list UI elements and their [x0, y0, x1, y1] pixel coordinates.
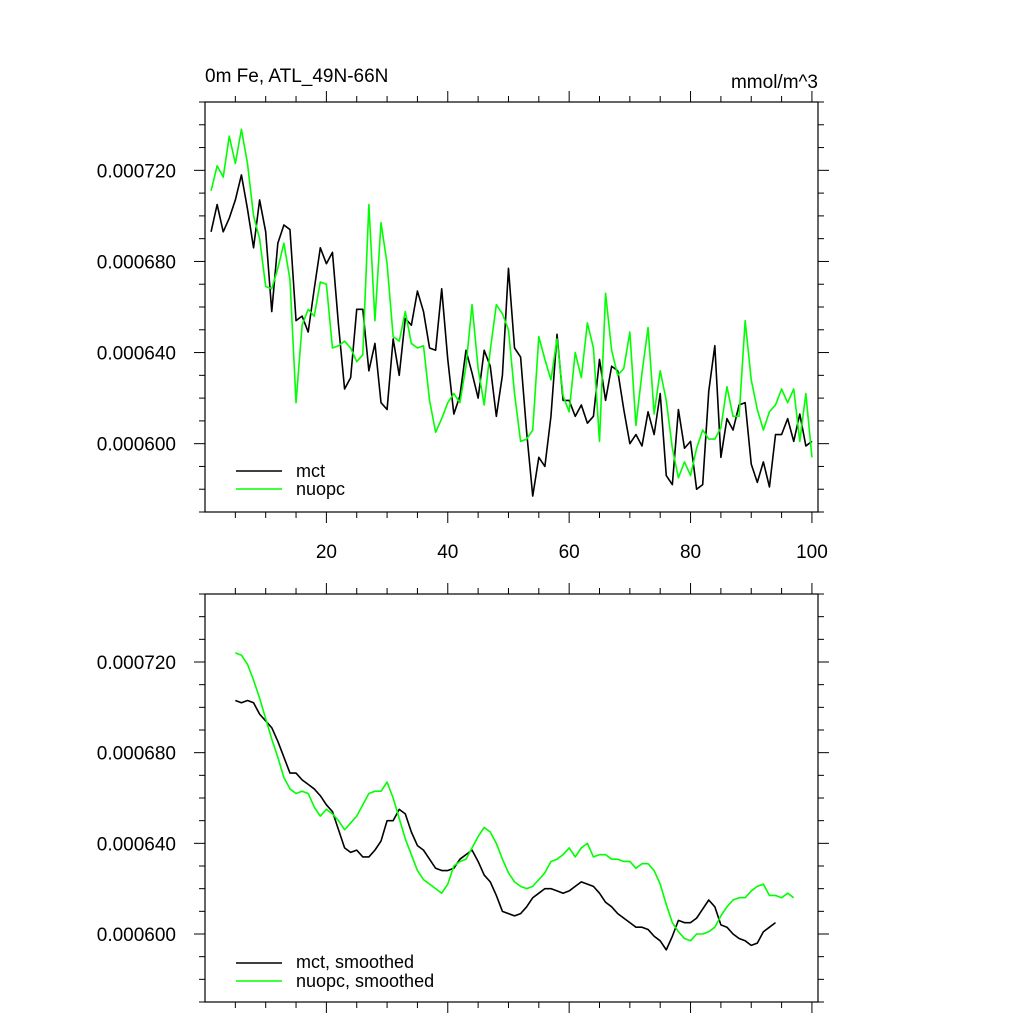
- top-y-tick-label: 0.000600: [97, 435, 176, 456]
- bottom-y-tick-label: 0.000600: [97, 925, 176, 946]
- top-axes: 20 40 60 80 100 0.000600 0.000640 0.000680 0.000…: [97, 91, 829, 563]
- top-y-tick-label: 0.000720: [97, 161, 176, 182]
- series-line-nuopc: [210, 128, 813, 479]
- top-legend: mct nuopc: [236, 461, 345, 499]
- top-panel: 0m Fe, ATL_49N-66N mmol/m^3 20 40 60 80 100 0…: [97, 66, 829, 563]
- series-line-mct-smoothed: [235, 699, 776, 951]
- bottom-y-tick-label: 0.000640: [97, 834, 176, 855]
- top-x-tick-label: 100: [796, 542, 828, 563]
- bottom-plot-lines: [235, 652, 795, 951]
- bottom-axes: 0.000600 0.000640 0.000680 0.000720: [97, 583, 829, 1013]
- legend-label-mct-smoothed: mct, smoothed: [296, 952, 414, 972]
- series-line-nuopc-smoothed: [235, 652, 795, 942]
- top-y-tick-label: 0.000680: [97, 252, 176, 273]
- legend-label-mct: mct: [296, 461, 325, 481]
- bottom-y-tick-label: 0.000720: [97, 653, 176, 674]
- series-line-mct: [210, 174, 813, 497]
- top-x-tick-label: 20: [316, 542, 337, 563]
- top-x-tick-label: 80: [680, 542, 701, 563]
- top-y-tick-label: 0.000640: [97, 344, 176, 365]
- top-plot-lines: [210, 128, 813, 497]
- top-x-tick-label: 40: [437, 542, 458, 563]
- top-x-tick-label: 60: [559, 542, 580, 563]
- bottom-y-tick-label: 0.000680: [97, 744, 176, 765]
- legend-label-nuopc-smoothed: nuopc, smoothed: [296, 971, 434, 991]
- bottom-plot-frame: [204, 593, 819, 1003]
- bottom-panel: 0.000600 0.000640 0.000680 0.000720 mct, sm…: [97, 583, 829, 1013]
- bottom-legend: mct, smoothed nuopc, smoothed: [236, 952, 434, 991]
- legend-label-nuopc: nuopc: [296, 479, 345, 499]
- top-chart-units: mmol/m^3: [731, 72, 818, 93]
- top-chart-title: 0m Fe, ATL_49N-66N: [205, 66, 388, 87]
